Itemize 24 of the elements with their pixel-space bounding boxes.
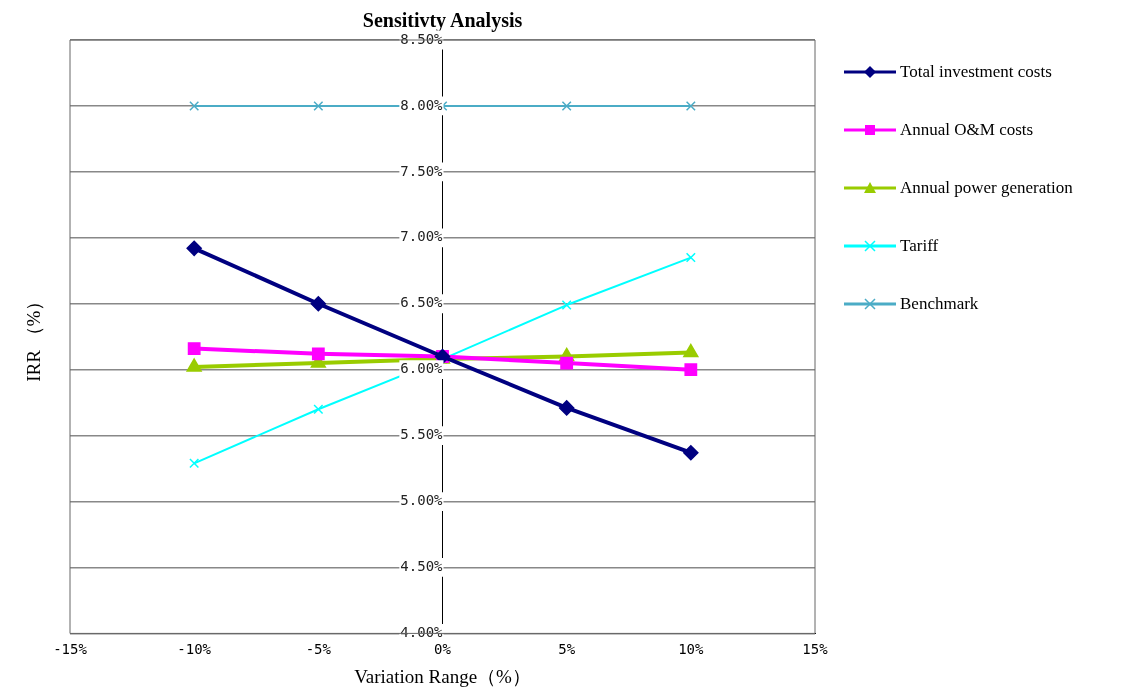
y-tick-label: 6.00% [400, 360, 444, 377]
legend-label: Annual O&M costs [900, 120, 1034, 140]
x-tick-label: 5% [558, 641, 576, 658]
x-tick-label: 10% [678, 641, 705, 658]
x-tick-label: -10% [177, 641, 212, 658]
x-tick-label: -15% [53, 641, 88, 658]
y-tick-label: 5.00% [400, 492, 444, 509]
y-tick-label: 4.50% [400, 558, 444, 575]
x-tick-label: 15% [802, 641, 829, 658]
y-tick-label: 5.50% [400, 426, 444, 443]
chart-title: Sensitivty Analysis [362, 9, 523, 33]
y-tick-label: 7.50% [400, 162, 444, 179]
x-tick-label: -5% [305, 641, 332, 658]
y-tick-label: 8.00% [400, 96, 444, 113]
legend-label: Benchmark [900, 294, 979, 314]
legend-label: Tariff [900, 236, 939, 256]
x-axis-title: Variation Range（%） [354, 665, 531, 687]
legend-label: Annual power generation [900, 178, 1073, 198]
legend-label: Total investment costs [900, 62, 1052, 82]
y-tick-label: 8.50% [400, 30, 444, 47]
x-tick-label: 0% [434, 641, 452, 658]
y-tick-label: 7.00% [400, 228, 444, 245]
y-axis-title: IRR （%） [22, 291, 44, 382]
y-tick-label: 6.50% [400, 294, 444, 311]
